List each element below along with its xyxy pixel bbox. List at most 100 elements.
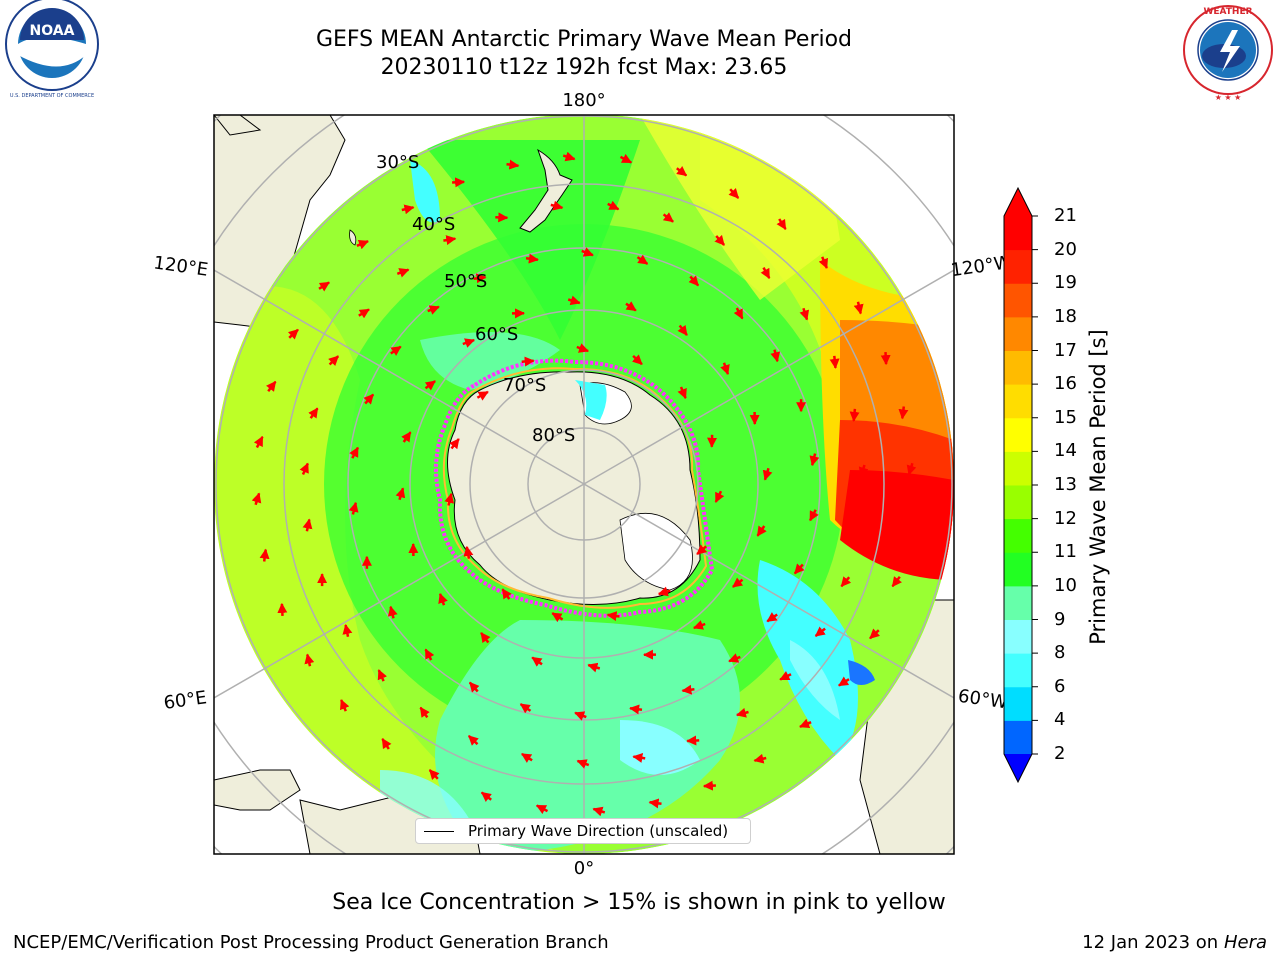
wave-direction-arrow	[720, 362, 730, 376]
wave-direction-arrow	[363, 393, 375, 405]
wave-direction-arrow	[606, 611, 620, 622]
nws-logo: WEATHER ★ ★ ★	[1183, 5, 1273, 102]
wave-direction-arrow	[686, 735, 700, 746]
wave-direction-arrow	[770, 349, 781, 363]
wave-direction-arrow	[702, 780, 716, 791]
wave-direction-arrow	[858, 464, 869, 478]
wave-direction-arrow	[567, 295, 581, 306]
wave-direction-arrow	[677, 324, 688, 336]
wave-direction-arrow	[581, 247, 594, 257]
colorbar-tick-label: 15	[1054, 406, 1077, 428]
svg-text:WEATHER: WEATHER	[1203, 7, 1252, 17]
wave-direction-arrow	[779, 671, 792, 681]
footer-date: 12 Jan 2023 on Hera	[1082, 932, 1267, 953]
colorbar-segment	[1004, 384, 1032, 419]
wave-direction-arrow	[299, 462, 309, 475]
wave-direction-arrow	[253, 435, 264, 449]
colorbar-tick-label: 9	[1054, 608, 1066, 630]
wave-direction-arrow	[387, 605, 398, 619]
wave-direction-arrow	[452, 177, 466, 188]
lat-label-70s: 70°S	[503, 375, 546, 396]
wave-direction-arrow	[535, 804, 549, 815]
wave-direction-arrow	[390, 345, 402, 356]
wave-direction-arrow	[473, 273, 487, 284]
colorbar-segment	[1004, 619, 1032, 654]
legend-line-sample	[424, 831, 454, 832]
colorbar-segment	[1004, 283, 1032, 318]
lat-label-80s: 80°S	[532, 425, 575, 446]
colorbar-tick-label: 17	[1054, 339, 1077, 361]
wave-direction-arrow	[550, 200, 564, 211]
wave-direction-arrow	[891, 576, 902, 588]
colorbar-extend-min	[1004, 754, 1032, 782]
wave-direction-arrow	[449, 438, 460, 450]
chart-subtitle: 20230110 t12z 192h fcst Max: 23.65	[380, 55, 788, 80]
colorbar-tick-label: 4	[1054, 709, 1066, 731]
wave-direction-arrow	[756, 525, 767, 537]
wave-direction-arrow	[501, 588, 512, 600]
wave-direction-arrow	[428, 769, 440, 781]
colorbar-tick-label: 12	[1054, 507, 1077, 529]
footer-date-text: 12 Jan 2023 on	[1082, 932, 1224, 953]
wave-direction-arrow	[619, 153, 633, 164]
wave-direction-arrow	[519, 703, 532, 714]
legend: Primary Wave Direction (unscaled)	[415, 818, 751, 844]
wave-direction-arrow	[349, 446, 360, 459]
colorbar-segment	[1004, 485, 1032, 520]
wave-direction-arrow	[562, 151, 576, 162]
colorbar-tick-label: 19	[1054, 272, 1077, 294]
wave-direction-arrow	[576, 343, 590, 353]
lon-label-0: 0°	[574, 858, 594, 879]
wave-direction-arrow	[808, 509, 819, 522]
colorbar-segment	[1004, 653, 1032, 688]
wave-direction-arrow	[681, 684, 695, 695]
wave-direction-arrow	[853, 301, 864, 315]
wave-direction-arrow	[377, 669, 387, 682]
land-australia	[214, 115, 346, 331]
wave-direction-arrow	[629, 704, 643, 715]
lat-label-50s: 50°S	[444, 271, 487, 292]
wave-arrows	[251, 151, 917, 817]
colorbar	[1003, 186, 1038, 784]
lat-label-40s: 40°S	[412, 214, 455, 235]
wave-direction-arrow	[733, 307, 744, 320]
wave-direction-arrow	[587, 662, 601, 673]
wave-direction-arrow	[814, 626, 826, 637]
wave-direction-arrow	[904, 519, 915, 533]
colorbar-tick-label: 13	[1054, 474, 1077, 495]
wave-direction-arrow	[753, 753, 767, 764]
colorbar-segment	[1004, 686, 1032, 721]
colorbar-tick-label: 20	[1054, 238, 1077, 260]
wave-direction-arrow	[574, 711, 587, 721]
colorbar-tick-label: 11	[1054, 541, 1077, 563]
colorbar-tick-label: 2	[1054, 743, 1066, 764]
wave-direction-arrow	[438, 592, 448, 606]
wave-direction-arrow	[855, 521, 866, 534]
wave-direction-arrow	[302, 518, 313, 532]
wave-direction-arrow	[636, 254, 649, 265]
lat-label-60s: 60°S	[475, 324, 518, 345]
wave-direction-arrow	[625, 301, 637, 312]
colorbar-segment	[1004, 720, 1032, 755]
colorbar-tick-label: 18	[1054, 305, 1077, 327]
noaa-ring-text: U.S. DEPARTMENT OF COMMERCE	[10, 93, 94, 99]
wave-direction-arrow	[506, 159, 520, 170]
colorbar-segment	[1004, 417, 1032, 452]
colorbar-tick-label: 21	[1054, 205, 1077, 226]
svg-text:NOAA: NOAA	[30, 23, 75, 39]
wave-direction-arrow	[476, 390, 489, 401]
wave-direction-arrow	[328, 355, 340, 367]
wave-direction-arrow	[521, 752, 533, 763]
wave-direction-arrow	[829, 355, 840, 369]
wave-direction-arrow	[495, 212, 509, 223]
wave-direction-arrow	[444, 492, 455, 506]
wave-direction-arrow	[714, 234, 726, 246]
colorbar-segment	[1004, 451, 1032, 486]
wave-direction-arrow	[898, 406, 909, 420]
wave-direction-arrow	[766, 612, 778, 623]
colorbar-segment	[1004, 518, 1032, 553]
wave-direction-arrow	[401, 431, 412, 443]
wave-direction-arrow	[462, 338, 476, 348]
wave-direction-arrow	[849, 408, 860, 422]
colorbar-segment	[1004, 585, 1032, 620]
